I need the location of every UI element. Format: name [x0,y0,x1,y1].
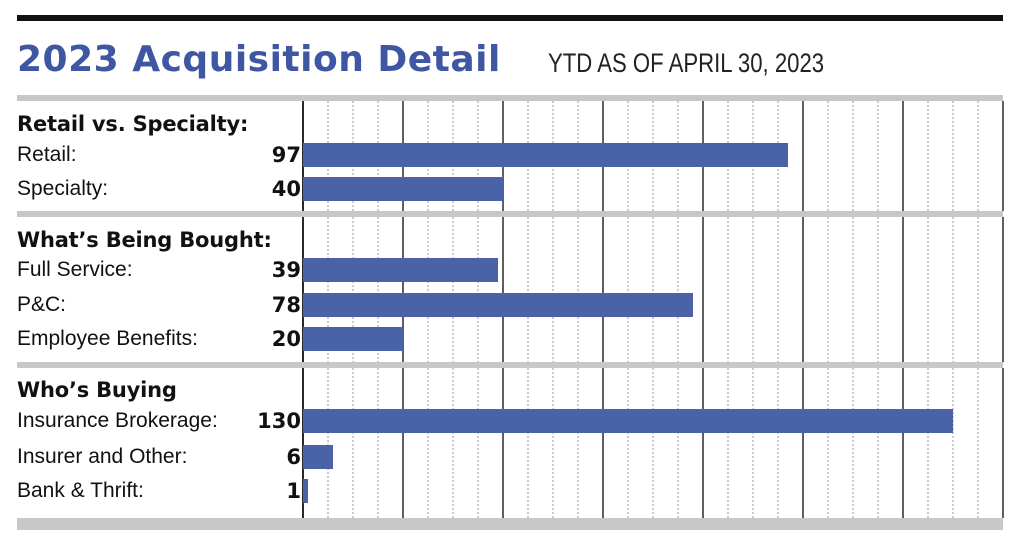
bar [303,177,503,201]
group-divider-1 [17,95,1003,101]
category-label: Specialty: [17,177,109,200]
data-label: 1 [286,479,301,503]
bar [303,409,953,433]
chart-subtitle: YTD AS OF APRIL 30, 2023 [548,48,825,78]
bar [303,258,498,282]
bar [303,327,403,351]
group-title: Retail vs. Specialty: [17,112,249,136]
group-divider-3 [17,362,1003,368]
category-label: P&C: [17,293,67,316]
top-rule [17,15,1003,21]
category-label: Bank & Thrift: [17,479,144,502]
bar [303,445,333,469]
category-label: Insurance Brokerage: [17,409,218,432]
bottom-band [17,518,1003,530]
category-label: Insurer and Other: [17,445,188,468]
data-label: 97 [271,143,301,167]
data-label: 78 [271,293,301,317]
data-label: 6 [286,445,301,469]
bar [303,479,308,503]
group-title: What’s Being Bought: [17,228,272,252]
data-label: 130 [257,409,301,433]
bar [303,293,693,317]
group-title: Who’s Buying [17,378,177,402]
data-label: 20 [271,327,301,351]
data-label: 39 [271,258,301,282]
bar [303,143,788,167]
group-divider-2 [17,211,1003,217]
data-label: 40 [271,177,301,201]
category-label: Retail: [17,143,77,166]
category-label: Employee Benefits: [17,327,198,350]
category-label: Full Service: [17,258,133,281]
chart-title: 2023 Acquisition Detail [17,39,501,80]
